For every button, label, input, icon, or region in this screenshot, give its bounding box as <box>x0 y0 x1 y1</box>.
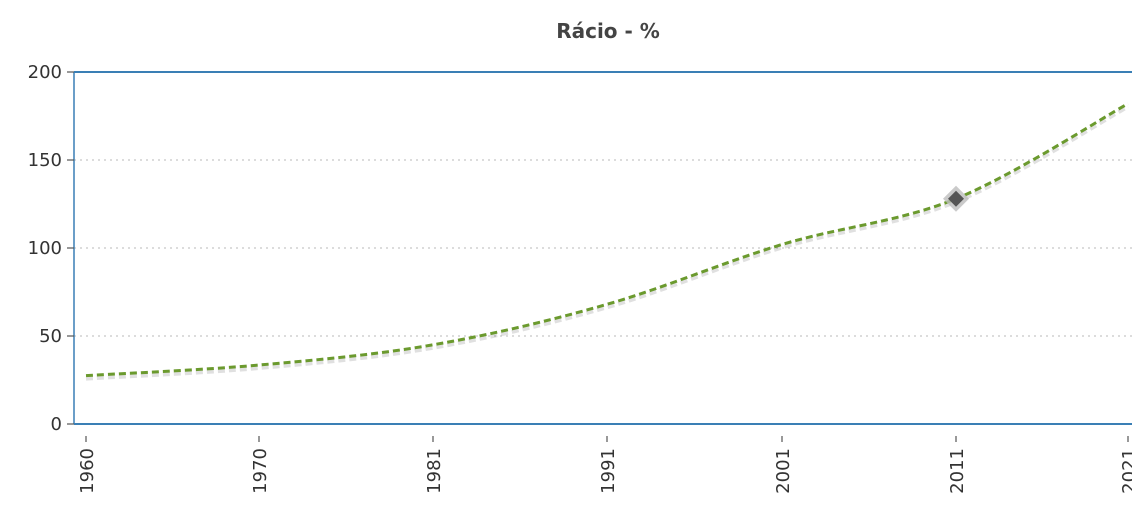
y-tick-label: 150 <box>28 150 62 171</box>
x-tick-label: 1970 <box>250 448 271 494</box>
highlight-marker <box>948 190 964 207</box>
y-tick-label: 100 <box>28 238 62 259</box>
y-axis-ticks: 0 50 100 150 200 <box>28 62 74 435</box>
y-tick-label: 50 <box>39 326 62 347</box>
x-tick-label: 2021 <box>1119 448 1132 494</box>
x-tick-label: 1981 <box>424 448 445 494</box>
x-tick-label: 1960 <box>77 448 98 494</box>
series-layer <box>85 102 1129 381</box>
x-tick-label: 2001 <box>773 448 794 494</box>
x-tick-label: 2011 <box>947 448 968 494</box>
series-line <box>85 102 1129 378</box>
grid-lines <box>74 159 1132 337</box>
chart-title: Rácio - % <box>556 19 660 43</box>
y-tick-label: 200 <box>28 62 62 83</box>
marker-layer <box>943 185 969 212</box>
series-line-shadow <box>85 104 1129 381</box>
x-axis-ticks: 1960 1970 1981 1991 2001 2011 2021 <box>77 436 1132 494</box>
x-tick-label: 1991 <box>598 448 619 494</box>
y-tick-label: 0 <box>51 414 62 435</box>
